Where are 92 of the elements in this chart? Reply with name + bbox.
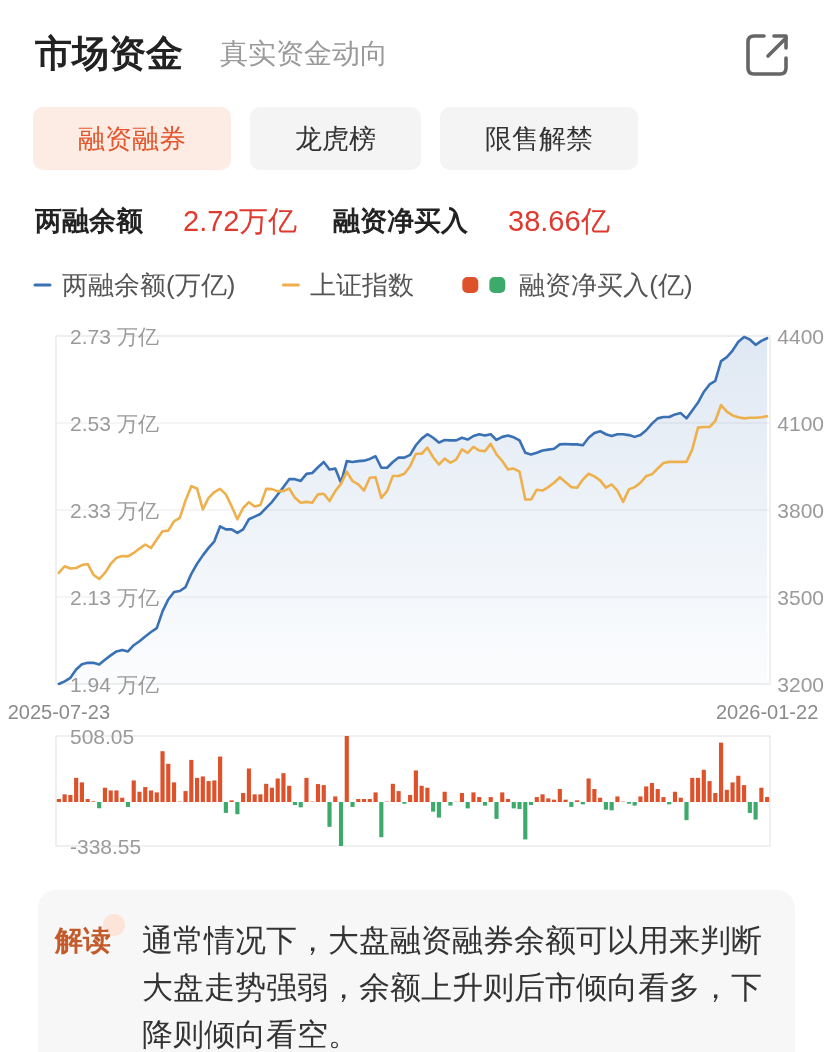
line-series xyxy=(57,403,769,581)
bar xyxy=(333,796,338,803)
bar xyxy=(690,777,695,803)
bar xyxy=(218,756,223,803)
bar xyxy=(603,802,608,810)
text: 融资净买入 xyxy=(333,206,470,236)
bar xyxy=(390,783,395,803)
bar xyxy=(488,797,493,803)
bar xyxy=(431,802,436,812)
y-tick-label: 2.33 万亿 xyxy=(70,498,159,522)
bar xyxy=(649,783,655,803)
text: 真实资金动向 xyxy=(220,37,388,69)
bar xyxy=(171,782,177,803)
y2-tick-label: 4100 xyxy=(777,411,824,435)
bar xyxy=(379,802,384,838)
y-tick-label: 2.53 万亿 xyxy=(70,411,159,435)
bar xyxy=(241,793,246,803)
bar xyxy=(482,802,488,806)
bar xyxy=(718,742,724,803)
bar xyxy=(396,791,401,803)
bar xyxy=(223,802,228,813)
bar xyxy=(356,799,361,803)
bar xyxy=(465,802,470,809)
bar xyxy=(97,802,102,809)
y-tick-label: 2.13 万亿 xyxy=(70,585,159,609)
text: 通常情况下，大盘融资融券余额可以用来判断大盘走势强弱，余额上升则后市倾向看多，下降则倾向看空。 xyxy=(142,922,762,1052)
y-tick-label: 2.73 万亿 xyxy=(70,324,159,348)
text: 2.72万亿 xyxy=(183,205,298,237)
legend-label: 上证指数 xyxy=(310,270,415,300)
bar xyxy=(338,802,344,846)
bar xyxy=(695,777,701,803)
bar xyxy=(609,802,614,811)
y2-tick-label: 3500 xyxy=(777,585,824,609)
bar xyxy=(200,776,205,803)
text: 限售解禁 xyxy=(485,124,593,154)
bar xyxy=(500,792,505,803)
bar xyxy=(327,802,332,827)
bar xyxy=(413,770,418,803)
y-tick-label: 508.05 xyxy=(70,724,135,748)
bar xyxy=(298,802,303,808)
y2-tick-label: 3200 xyxy=(777,672,824,696)
bar xyxy=(747,802,752,813)
bar xyxy=(292,802,298,805)
y-tick-label: -338.55 xyxy=(70,834,142,858)
bar xyxy=(361,799,367,803)
bar xyxy=(56,799,61,803)
bar xyxy=(350,802,355,807)
bar xyxy=(125,802,131,807)
bar xyxy=(684,802,689,821)
text: 38.66亿 xyxy=(508,205,610,237)
bar xyxy=(321,785,326,803)
bar xyxy=(505,799,511,803)
legend-label: 融资净买入(亿) xyxy=(519,270,693,300)
bar xyxy=(742,785,747,803)
bar xyxy=(557,789,562,803)
bar xyxy=(759,787,764,803)
text: 市场资金 xyxy=(35,32,183,74)
bar xyxy=(195,777,200,803)
bar xyxy=(672,791,678,803)
bar xyxy=(315,784,321,803)
bar xyxy=(79,782,84,803)
bar xyxy=(436,802,441,818)
bar xyxy=(246,768,251,803)
bar xyxy=(459,793,465,803)
bar xyxy=(632,802,637,806)
bar xyxy=(494,802,499,819)
bar xyxy=(102,787,108,803)
bar xyxy=(765,796,770,803)
text: 融资融券 xyxy=(78,124,186,154)
bar xyxy=(344,736,349,803)
text: 龙虎榜 xyxy=(295,124,376,154)
bar xyxy=(753,802,758,820)
text: 两融余额 xyxy=(34,206,144,236)
x-tick-label: 2026-01-22 xyxy=(715,701,819,723)
bar xyxy=(74,777,79,803)
x-tick-label: 2025-07-23 xyxy=(7,701,111,723)
legend-label: 两融余额(万亿) xyxy=(62,270,236,300)
bar xyxy=(448,802,453,806)
bar xyxy=(148,790,154,803)
bar xyxy=(264,783,269,803)
y2-tick-label: 4400 xyxy=(777,324,824,348)
bar xyxy=(569,802,574,807)
y-tick-label: 1.94 万亿 xyxy=(70,672,159,696)
bar xyxy=(235,802,240,815)
text: 解读 xyxy=(54,924,111,956)
bar xyxy=(304,777,309,803)
bar xyxy=(615,796,620,803)
bar xyxy=(528,802,534,805)
bar xyxy=(408,795,413,803)
bar xyxy=(442,791,447,803)
y2-tick-label: 3800 xyxy=(777,498,824,522)
bar xyxy=(269,787,274,803)
